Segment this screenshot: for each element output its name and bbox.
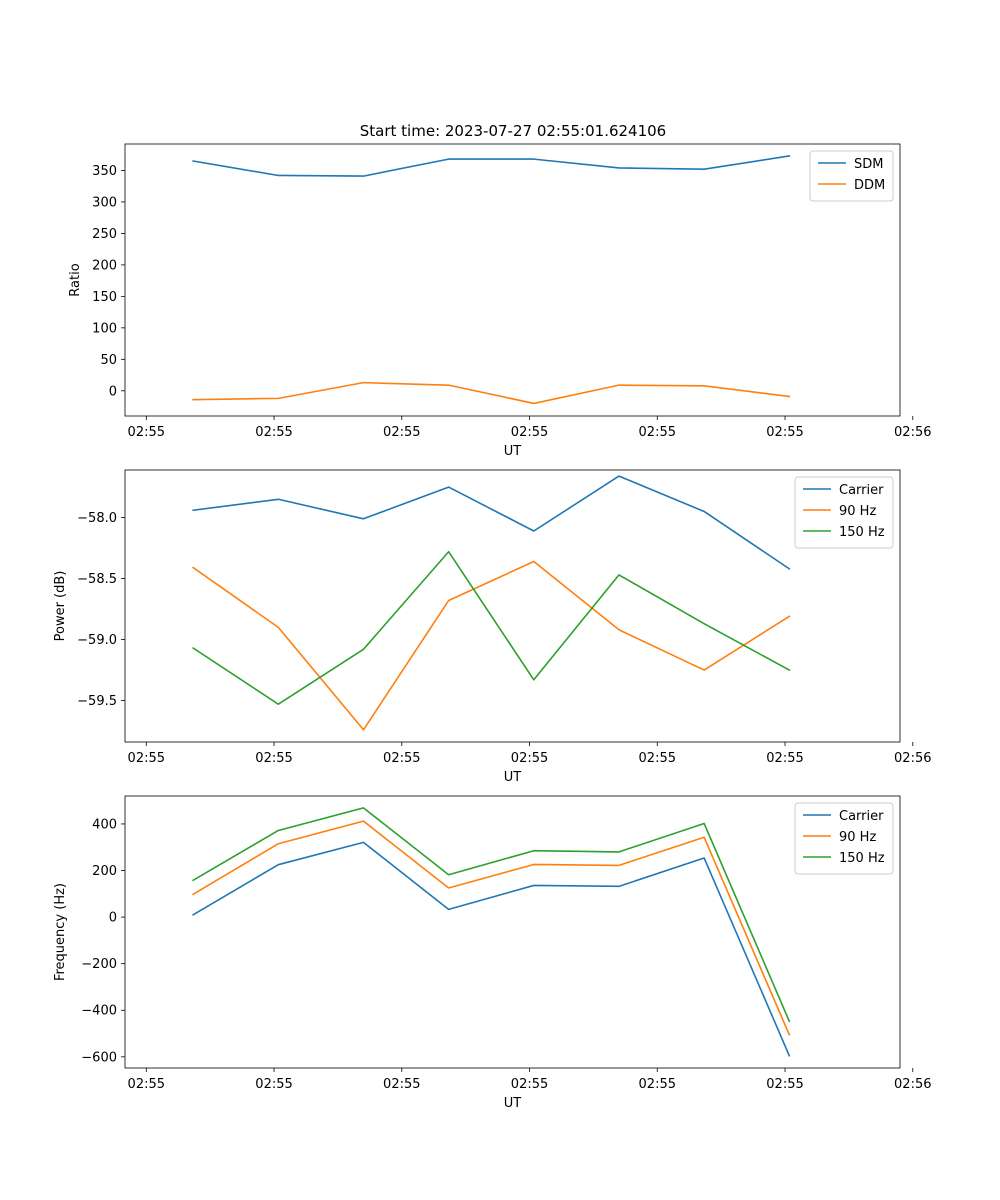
chart2-legend-label: Carrier <box>839 809 884 824</box>
chart1-y-axis-label: Power (dB) <box>53 571 68 642</box>
chart1-series-line-90-hz <box>192 560 791 731</box>
chart2-legend: Carrier 90 Hz 150 Hz <box>794 802 894 875</box>
chart0-y-tick-label: 300 <box>92 195 117 210</box>
chart1-y-tick-label: −59.5 <box>77 694 117 709</box>
chart2-y-tick-label: 0 <box>109 911 117 926</box>
chart0-x-tick-label: 02:56 <box>894 425 931 440</box>
chart0-y-axis-label: Ratio <box>68 263 83 296</box>
chart2-y-tick-label: 400 <box>92 817 117 832</box>
chart1-series-group <box>192 475 791 731</box>
chart2-series-line-90-hz <box>192 820 791 1036</box>
chart0-y-tick-label: 100 <box>92 321 117 336</box>
chart2-x-tick-label: 02:55 <box>383 1077 420 1092</box>
chart1-x-tick-label: 02:55 <box>383 751 420 766</box>
chart0-x-tick-label: 02:55 <box>255 425 292 440</box>
chart2-x-tick-label: 02:55 <box>639 1077 676 1092</box>
chart0-legend-label: DDM <box>854 178 885 193</box>
chart1-legend-label: 90 Hz <box>839 504 876 519</box>
chart0-x-tick-label: 02:55 <box>766 425 803 440</box>
chart0-x-tick-label: 02:55 <box>511 425 548 440</box>
chart1-x-tick-label: 02:55 <box>511 751 548 766</box>
chart1-x-tick-label: 02:56 <box>894 751 931 766</box>
chart1-x-tick-label: 02:55 <box>639 751 676 766</box>
chart1-y-tick-label: −58.5 <box>77 572 117 587</box>
chart2-x-tick-label: 02:55 <box>255 1077 292 1092</box>
chart2-axes-frame <box>124 795 901 1069</box>
chart2-x-tick-label: 02:55 <box>511 1077 548 1092</box>
chart2-x-axis-label: UT <box>504 1096 522 1111</box>
chart0-series-group <box>192 155 791 405</box>
chart0-y-tick-label: 250 <box>92 227 117 242</box>
chart2-legend-label: 90 Hz <box>839 830 876 845</box>
chart1-legend: Carrier 90 Hz 150 Hz <box>794 476 894 549</box>
chart1-x-axis-label: UT <box>504 770 522 785</box>
chart1-x-tick-label: 02:55 <box>766 751 803 766</box>
chart0-legend: SDM DDM <box>809 150 894 202</box>
chart0-x-tick-label: 02:55 <box>383 425 420 440</box>
power-subplot: 02:55 02:55 02:55 02:55 02:55 02:55 02:56 −59.5… <box>53 469 932 785</box>
chart2-legend-label: 150 Hz <box>839 851 885 866</box>
chart2-series-line-150-hz <box>192 807 791 1023</box>
chart1-series-line-carrier <box>192 475 791 570</box>
chart2-x-tick-label: 02:55 <box>128 1077 165 1092</box>
chart0-x-axis-label: UT <box>504 444 522 459</box>
chart2-y-tick-label: 200 <box>92 864 117 879</box>
chart0-series-line-sdm <box>192 155 791 177</box>
chart2-y-axis-label: Frequency (Hz) <box>53 883 68 981</box>
chart1-y-tick-label: −59.0 <box>77 633 117 648</box>
chart2-series-line-carrier <box>192 841 791 1057</box>
frequency-subplot: 02:55 02:55 02:55 02:55 02:55 02:55 02:56 −600 −… <box>53 795 932 1111</box>
chart2-y-tick-label: −400 <box>81 1004 117 1019</box>
chart0-x-tick-label: 02:55 <box>128 425 165 440</box>
chart1-axes-frame <box>124 469 901 743</box>
chart0-y-tick-label: 150 <box>92 290 117 305</box>
chart1-x-tick-label: 02:55 <box>255 751 292 766</box>
chart0-y-tick-label: 50 <box>100 353 117 368</box>
chart0-y-tick-label: 350 <box>92 164 117 179</box>
ratio-subplot: 02:55 02:55 02:55 02:55 02:55 02:55 02:56 0 50 10… <box>68 143 932 459</box>
chart2-x-tick-label: 02:55 <box>766 1077 803 1092</box>
chart1-legend-label: 150 Hz <box>839 525 885 540</box>
chart2-series-group <box>192 807 791 1057</box>
chart0-series-line-ddm <box>192 381 791 405</box>
chart1-legend-label: Carrier <box>839 483 884 498</box>
chart1-y-tick-label: −58.0 <box>77 511 117 526</box>
chart1-x-tick-label: 02:55 <box>128 751 165 766</box>
chart0-legend-label: SDM <box>854 157 883 172</box>
chart0-axes-frame <box>124 143 901 417</box>
chart2-y-tick-label: −200 <box>81 957 117 972</box>
chart0-x-tick-label: 02:55 <box>639 425 676 440</box>
chart2-y-tick-label: −600 <box>81 1050 117 1065</box>
chart2-x-tick-label: 02:56 <box>894 1077 931 1092</box>
chart1-series-line-150-hz <box>192 550 791 705</box>
figure-title: Start time: 2023-07-27 02:55:01.624106 <box>360 122 666 140</box>
chart0-y-tick-label: 0 <box>109 384 117 399</box>
chart0-y-tick-label: 200 <box>92 258 117 273</box>
